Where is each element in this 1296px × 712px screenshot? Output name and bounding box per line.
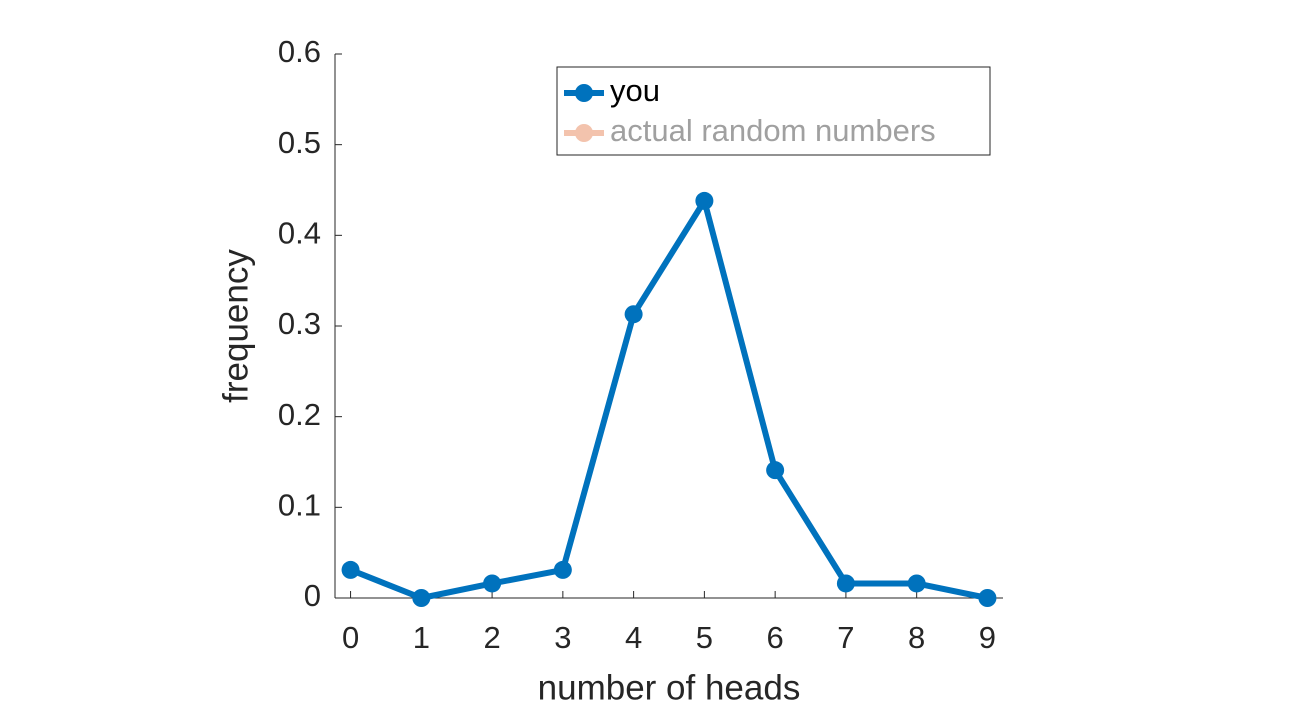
- x-tick-label: 7: [837, 620, 854, 655]
- legend-label: actual random numbers: [610, 113, 936, 148]
- x-tick-label: 9: [979, 620, 996, 655]
- legend-label: you: [610, 73, 660, 108]
- series-marker: [483, 574, 502, 593]
- y-tick-label: 0.2: [278, 397, 321, 432]
- x-tick-label: 0: [342, 620, 359, 655]
- y-tick-label: 0: [304, 578, 321, 613]
- x-tick-label: 5: [696, 620, 713, 655]
- series-marker: [836, 574, 855, 593]
- legend-marker: [575, 84, 593, 102]
- series-marker: [412, 589, 431, 607]
- y-tick-label: 0.5: [278, 125, 321, 160]
- y-axis-label: frequency: [216, 249, 255, 403]
- x-axis-label: number of heads: [538, 668, 801, 707]
- x-tick-label: 4: [625, 620, 642, 655]
- y-tick-label: 0.6: [278, 34, 321, 69]
- series-marker: [553, 560, 572, 579]
- series-line: [349, 197, 989, 601]
- x-tick-label: 8: [908, 620, 925, 655]
- y-tick-label: 0.3: [278, 306, 321, 341]
- series-marker: [695, 191, 714, 210]
- y-tick-label: 0.4: [278, 216, 321, 251]
- series-marker: [978, 589, 997, 607]
- x-tick-label: 1: [413, 620, 430, 655]
- series-marker: [624, 305, 643, 324]
- x-tick-label: 6: [767, 620, 784, 655]
- series-marker: [766, 461, 785, 480]
- legend-box: [556, 66, 991, 156]
- series-marker: [341, 560, 360, 579]
- x-tick-label: 3: [554, 620, 571, 655]
- series-marker: [907, 574, 926, 593]
- legend-marker: [575, 124, 593, 142]
- x-tick-label: 2: [483, 620, 500, 655]
- y-tick-label: 0.1: [278, 488, 321, 523]
